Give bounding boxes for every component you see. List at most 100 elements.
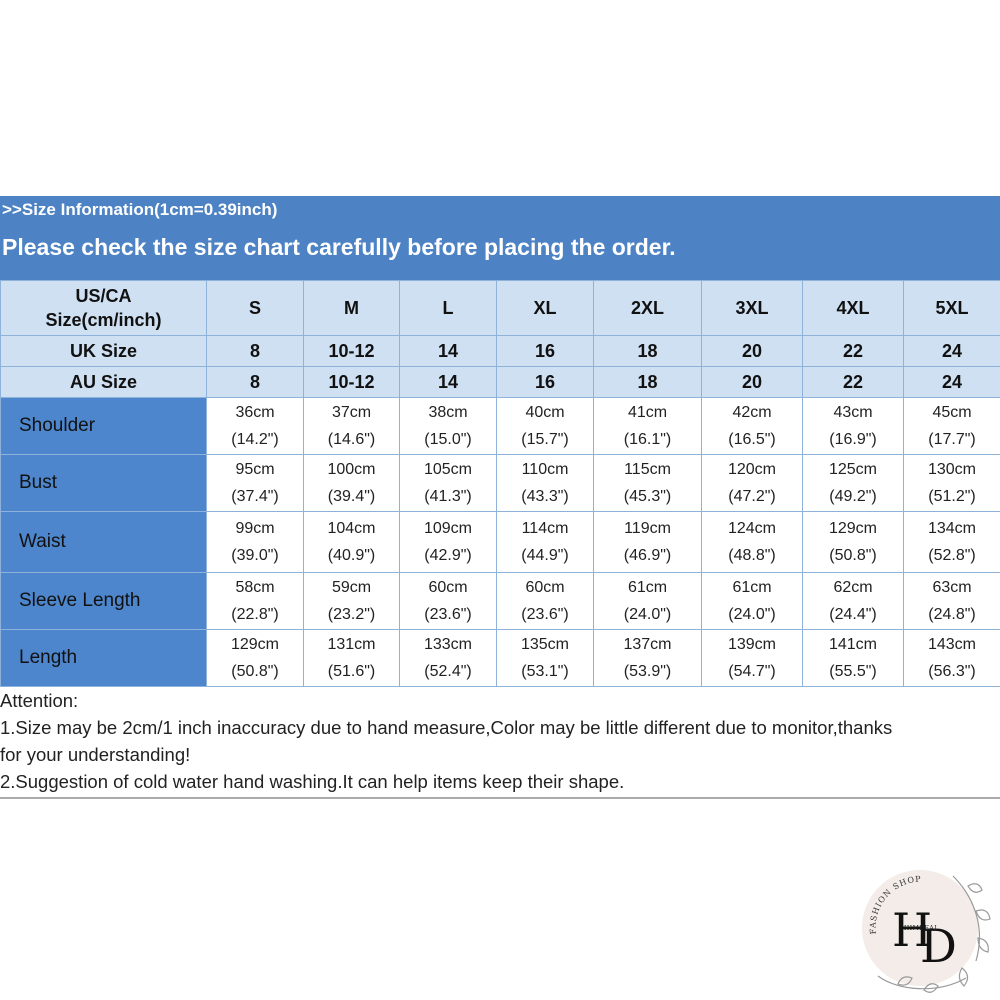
value-inch: (37.4") — [231, 488, 279, 505]
value-inch: (22.8") — [231, 606, 279, 623]
value-cm: 115cm — [624, 461, 671, 478]
size-cell: 20 — [701, 335, 803, 367]
value-inch: (23.6") — [521, 606, 569, 623]
measurement-value: 131cm (51.6") — [303, 629, 400, 687]
value-cm: 119cm — [624, 520, 671, 537]
value-cm: 125cm — [828, 461, 878, 478]
value-cm: 41cm — [627, 404, 668, 421]
size-cell: 18 — [593, 335, 702, 367]
value-inch: (49.2") — [829, 488, 877, 505]
floral-wreath-icon — [877, 875, 991, 993]
value-cm: 61cm — [732, 579, 772, 596]
measurement-row: Bust 95cm (37.4") 100cm (39.4") 105cm (41.3") 1… — [0, 454, 1000, 512]
measurement-label: Shoulder — [0, 397, 207, 455]
value-inch: (56.3") — [928, 663, 976, 680]
value-inch: (16.9") — [829, 431, 877, 448]
measurement-value: 115cm (45.3") — [593, 454, 702, 512]
size-cell: 16 — [496, 366, 594, 398]
value-inch: (46.9") — [623, 547, 672, 564]
value-inch: (14.6") — [327, 431, 376, 448]
value-inch: (15.7") — [521, 431, 569, 448]
value-cm: 139cm — [727, 636, 777, 653]
value-inch: (16.1") — [623, 431, 672, 448]
measurement-value: 135cm (53.1") — [496, 629, 594, 687]
measurement-value: 43cm (16.9") — [802, 397, 904, 455]
value-inch: (52.4") — [424, 663, 472, 680]
value-inch: (45.3") — [623, 488, 672, 505]
measurement-value: 60cm (23.6") — [496, 572, 594, 630]
value-cm: 40cm — [525, 404, 565, 421]
value-cm: 137cm — [623, 636, 672, 653]
measurement-value: 143cm (56.3") — [903, 629, 1000, 687]
measurement-value: 99cm (39.0") — [206, 511, 304, 573]
size-cell: 18 — [593, 366, 702, 398]
size-cell: 14 — [399, 335, 497, 367]
value-cm: 109cm — [423, 520, 473, 537]
measurement-value: 125cm (49.2") — [802, 454, 904, 512]
measurement-row: Waist 99cm (39.0") 104cm (40.9") 109cm (42.9")… — [0, 511, 1000, 573]
size-cell: S — [206, 280, 304, 336]
value-inch: (48.8") — [728, 547, 776, 564]
size-cell: 22 — [802, 366, 904, 398]
measurement-value: 129cm (50.8") — [206, 629, 304, 687]
value-inch: (50.8") — [829, 547, 877, 564]
himdeal-logo: FASHION SHOP H D HIMDEAL — [862, 870, 991, 993]
value-cm: 95cm — [235, 461, 275, 478]
size-system-label: US/CA Size(cm/inch) — [0, 280, 207, 336]
size-cell: 8 — [206, 366, 304, 398]
value-inch: (23.6") — [424, 606, 472, 623]
value-cm: 105cm — [423, 461, 473, 478]
measurement-value: 63cm (24.8") — [903, 572, 1000, 630]
value-cm: 141cm — [828, 636, 878, 653]
measurement-value: 134cm (52.8") — [903, 511, 1000, 573]
value-cm: 45cm — [932, 404, 972, 421]
size-cell: 14 — [399, 366, 497, 398]
size-cell: 20 — [701, 366, 803, 398]
measurement-value: 109cm (42.9") — [399, 511, 497, 573]
measurement-value: 58cm (22.8") — [206, 572, 304, 630]
measurement-value: 129cm (50.8") — [802, 511, 904, 573]
measurement-value: 40cm (15.7") — [496, 397, 594, 455]
value-inch: (50.8") — [231, 663, 279, 680]
size-cell: 8 — [206, 335, 304, 367]
value-cm: 60cm — [428, 579, 468, 596]
size-cell: 5XL — [903, 280, 1000, 336]
value-inch: (16.5") — [728, 431, 776, 448]
value-cm: 61cm — [627, 579, 668, 596]
value-inch: (47.2") — [728, 488, 776, 505]
check-size-notice: Please check the size chart carefully be… — [2, 234, 676, 260]
size-cell: 22 — [802, 335, 904, 367]
value-inch: (15.0") — [424, 431, 472, 448]
measurement-value: 133cm (52.4") — [399, 629, 497, 687]
value-inch: (39.0") — [231, 547, 279, 564]
value-cm: 114cm — [521, 520, 569, 537]
value-inch: (17.7") — [928, 431, 976, 448]
value-inch: (41.3") — [424, 488, 472, 505]
size-system-label: UK Size — [0, 335, 207, 367]
header-label-line: Size(cm/inch) — [45, 310, 162, 330]
header-row-us-ca: US/CA Size(cm/inch) S M L XL 2XL 3XL 4XL 5XL — [0, 280, 1000, 336]
measurement-label: Waist — [0, 511, 207, 573]
measurement-value: 60cm (23.6") — [399, 572, 497, 630]
measurement-value: 114cm (44.9") — [496, 511, 594, 573]
note-2: 2.Suggestion of cold water hand washing.… — [0, 771, 625, 792]
value-inch: (43.3") — [521, 488, 569, 505]
size-cell: 2XL — [593, 280, 702, 336]
value-inch: (53.1") — [521, 663, 569, 680]
measurement-row: Length 129cm (50.8") 131cm (51.6") 133cm (52.4… — [0, 629, 1000, 687]
value-inch: (40.9") — [327, 547, 376, 564]
value-inch: (54.7") — [728, 663, 776, 680]
size-info-heading: >>Size Information(1cm=0.39inch) — [2, 200, 278, 219]
measurement-row: Shoulder 36cm (14.2") 37cm (14.6") 38cm (15.0"… — [0, 397, 1000, 455]
measurement-label: Bust — [0, 454, 207, 512]
measurement-row: Sleeve Length 58cm (22.8") 59cm (23.2") 60cm (… — [0, 572, 1000, 630]
size-cell: 4XL — [802, 280, 904, 336]
size-system-label: AU Size — [0, 366, 207, 398]
value-inch: (39.4") — [327, 488, 376, 505]
measurement-value: 61cm (24.0") — [701, 572, 803, 630]
value-inch: (51.2") — [928, 488, 976, 505]
logo-letter-d: D — [920, 919, 957, 973]
value-cm: 42cm — [732, 404, 772, 421]
measurement-value: 100cm (39.4") — [303, 454, 400, 512]
measurement-value: 120cm (47.2") — [701, 454, 803, 512]
